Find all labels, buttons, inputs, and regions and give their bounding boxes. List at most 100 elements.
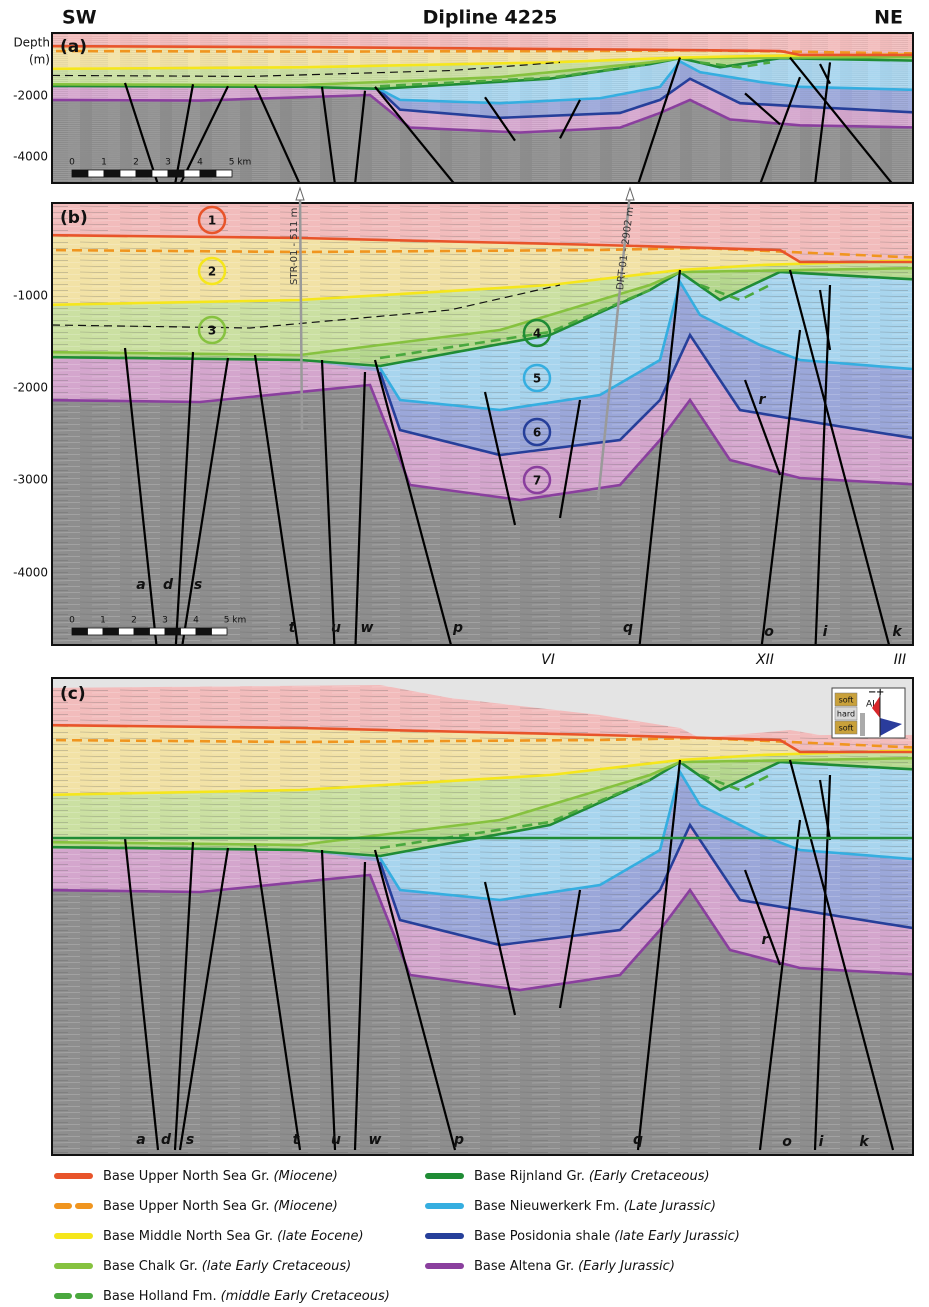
- fault: [322, 850, 335, 1150]
- well-head: [295, 186, 305, 201]
- legend-entry: Base Posidonia shale (late Early Jurassic…: [474, 1229, 740, 1244]
- overlay: (a) (b) (c) Depth (m) -2000 -4000 -1000 -2000 -30…: [13, 36, 906, 1304]
- horizon: [380, 64, 650, 86]
- legend-age: (late Early Cretaceous): [202, 1259, 352, 1274]
- fault: [638, 58, 680, 185]
- inset-cell: [834, 720, 858, 735]
- axis-label: Depth: [13, 36, 50, 50]
- fault: [790, 270, 893, 660]
- fault: [760, 820, 800, 1150]
- scale-segment: [195, 627, 212, 636]
- legend-age: (Late Jurassic): [624, 1199, 716, 1214]
- legend-entry: Base Chalk Gr. (late Early Cretaceous): [103, 1259, 351, 1274]
- legend-age: (late Eocene): [277, 1229, 364, 1244]
- panel-label: (b): [60, 208, 88, 228]
- well: [298, 192, 304, 431]
- fault: [485, 882, 515, 1015]
- fault: [255, 355, 300, 660]
- fault: [560, 400, 580, 518]
- legend-name: Base Upper North Sea Gr.: [103, 1199, 269, 1214]
- scale-segment: [167, 169, 185, 178]
- scale-segment: [183, 169, 201, 178]
- fault: [175, 352, 193, 660]
- fault: [355, 862, 365, 1150]
- fault-label: u: [331, 1132, 341, 1148]
- fault: [560, 890, 580, 1008]
- unit-number: 6: [533, 426, 541, 440]
- inset-plus: +: [876, 687, 884, 698]
- legend-entry: Base Rijnland Gr. (Early Cretaceous): [474, 1169, 710, 1184]
- unit-number: 1: [208, 214, 216, 228]
- panel-label: (a): [60, 37, 87, 57]
- horizon: [700, 62, 770, 67]
- fault-label: r: [762, 932, 770, 948]
- fault: [820, 290, 830, 350]
- scale-label: 0: [69, 616, 75, 626]
- structure-label: III: [894, 652, 906, 668]
- depth-tick: -2000: [13, 381, 48, 395]
- scale-segment: [199, 169, 217, 178]
- fault-label: i: [819, 1134, 824, 1150]
- sky: [52, 678, 913, 738]
- fault: [180, 358, 228, 660]
- fault-label: o: [764, 624, 774, 640]
- scale-label: 1: [100, 616, 106, 626]
- fault: [175, 842, 193, 1150]
- horizon: [380, 780, 650, 848]
- inset-text: soft: [839, 696, 854, 705]
- scale-segment: [87, 169, 105, 178]
- legend-entry: Base Upper North Sea Gr. (Miocene): [103, 1199, 338, 1214]
- structure-label: XII: [755, 652, 774, 668]
- fault-label: k: [859, 1134, 870, 1150]
- horizon: [40, 758, 925, 845]
- scale-segment: [135, 169, 153, 178]
- horizon: [40, 750, 925, 795]
- unit-circle: [197, 205, 227, 235]
- fault: [745, 93, 780, 124]
- horizon: [40, 268, 925, 355]
- horizon: [40, 260, 925, 305]
- inset-cell: [834, 692, 858, 707]
- horizon: [380, 290, 650, 358]
- unit-number: 5: [533, 372, 541, 386]
- scale-label: 2: [133, 158, 139, 168]
- scale-segment: [71, 627, 88, 636]
- horizon: [40, 725, 925, 752]
- scale-label: 2: [131, 616, 137, 626]
- wavelet-blue: [880, 718, 902, 736]
- fault: [375, 850, 455, 1150]
- unit-circle: [197, 315, 227, 345]
- fault: [745, 380, 780, 475]
- fault: [485, 97, 515, 140]
- section: [40, 203, 925, 660]
- fault: [815, 62, 830, 184]
- depth-tick: -1000: [13, 289, 48, 303]
- depth-tick: -4000: [13, 150, 48, 164]
- horizon: [380, 335, 925, 455]
- unit-circle: [522, 318, 552, 348]
- scale-segment: [103, 169, 121, 178]
- legend-entry: Base Middle North Sea Gr. (late Eocene): [103, 1229, 364, 1244]
- panel-a: [40, 33, 925, 185]
- inset-text: hard: [837, 710, 855, 719]
- fault-label: w: [369, 1132, 382, 1148]
- legend-name: Base Chalk Gr.: [103, 1259, 198, 1274]
- wavelet-red: [872, 696, 880, 718]
- scale-segment: [215, 169, 233, 178]
- unit-circle: [522, 465, 552, 495]
- scale-segment: [119, 169, 137, 178]
- fault-label: p: [452, 620, 463, 636]
- unit-number: 3: [208, 324, 216, 338]
- fault: [820, 64, 830, 84]
- fault-label: r: [759, 392, 767, 408]
- legend-age: (Early Jurassic): [578, 1259, 675, 1274]
- horizon: [40, 54, 925, 69]
- fault-label: a: [136, 1132, 145, 1148]
- horizon: [700, 775, 770, 790]
- horizon: [380, 61, 925, 103]
- fault: [355, 372, 365, 660]
- sw-label: SW: [62, 7, 97, 29]
- legend-age: (Early Cretaceous): [589, 1169, 710, 1184]
- legend-name: Base Nieuwerkerk Fm.: [474, 1199, 620, 1214]
- fault-label: t: [293, 1132, 301, 1148]
